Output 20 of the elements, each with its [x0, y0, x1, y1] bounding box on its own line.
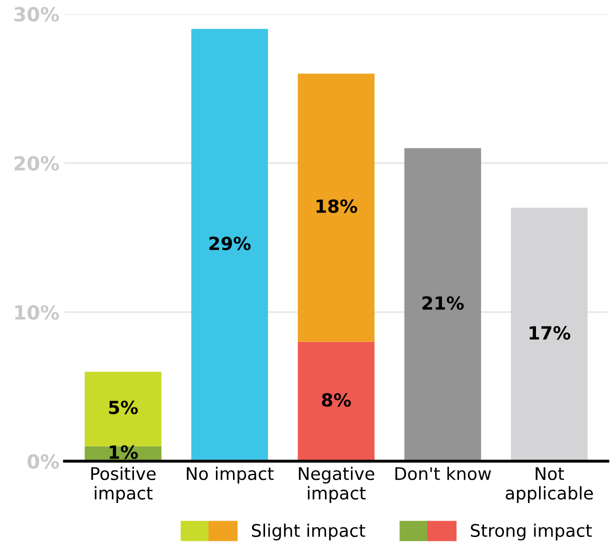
bar: [404, 148, 482, 462]
bar: [84, 372, 162, 446]
data-label: 8%: [322, 393, 351, 407]
bar: [298, 74, 375, 342]
x-tick-label: Don't know: [395, 466, 491, 480]
legend-label: Strong impact: [470, 524, 592, 540]
data-label: 1%: [110, 445, 138, 459]
bar: [298, 342, 375, 462]
data-label: 5%: [109, 400, 138, 414]
legend-label: Slight impact: [252, 524, 366, 540]
bar: [191, 28, 268, 462]
x-tick-label: No impact: [186, 466, 274, 484]
x-tick-label: Negative impact: [298, 466, 374, 503]
bar: [510, 208, 588, 462]
x-tick-label: Not applicable: [506, 467, 593, 503]
x-tick-label: Positive impact: [91, 466, 156, 503]
data-label: 21%: [422, 296, 464, 310]
data-label: 18%: [316, 199, 358, 213]
data-label: 17%: [530, 326, 570, 340]
data-label: 29%: [209, 236, 251, 250]
